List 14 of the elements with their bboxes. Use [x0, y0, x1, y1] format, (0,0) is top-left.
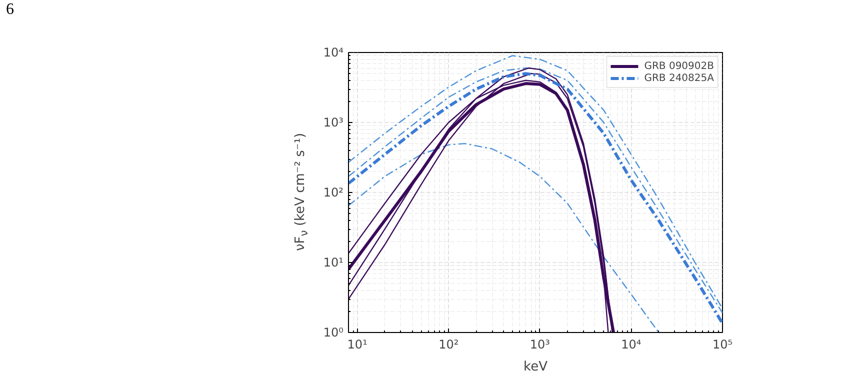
y-tick-label: 10¹: [323, 256, 344, 270]
x-axis-title: keV: [524, 360, 548, 374]
y-tick-label: 10²: [323, 186, 344, 200]
x-tick-label: 10¹: [347, 338, 368, 352]
legend-label: GRB 240825A: [644, 72, 714, 84]
y-tick-label: 10⁰: [323, 326, 344, 340]
x-tick-label: 10⁴: [621, 338, 642, 352]
x-tick-label: 10³: [530, 338, 550, 352]
y-tick-label: 10⁴: [323, 46, 344, 60]
legend-label: GRB 090902B: [644, 60, 714, 72]
text: 6: [5, 0, 14, 20]
y-tick-label: 10³: [323, 116, 344, 130]
x-tick-label: 10²: [438, 338, 459, 352]
x-tick-label: 10⁵: [712, 338, 733, 352]
